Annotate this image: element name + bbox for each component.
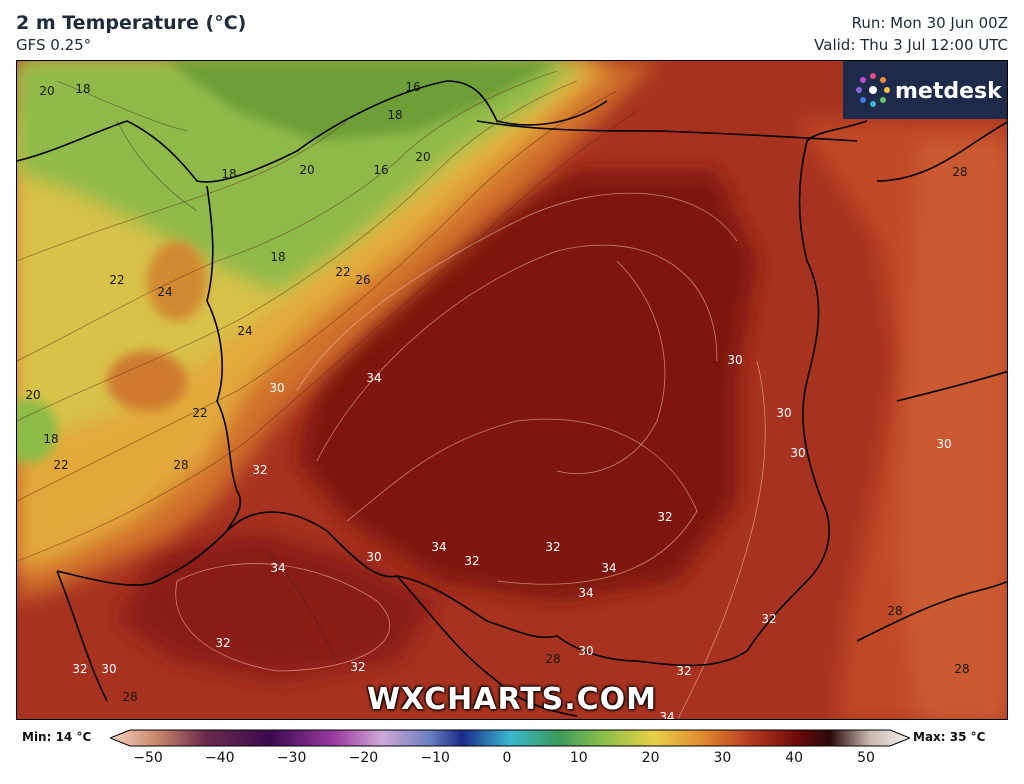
isotherm-label: 28 — [952, 165, 967, 179]
poland-west-border — [206, 185, 242, 532]
temperature-map[interactable]: 20 18 16 18 20 16 20 18 18 22 26 22 24 24 20 18 22 22 28 30… — [16, 60, 1008, 720]
isotherm-label: 34 — [270, 561, 285, 575]
isotherm-label: 22 — [109, 273, 124, 287]
isotherm-label: 22 — [335, 265, 350, 279]
model-label: GFS 0.25° — [16, 36, 92, 54]
isotherm-label: 30 — [366, 550, 381, 564]
isotherm-label: 16 — [373, 163, 388, 177]
isotherm-label: 30 — [269, 381, 284, 395]
colorbar-tick-label: 30 — [713, 750, 732, 766]
isotherm-label: 22 — [53, 458, 68, 472]
metdesk-logo-icon — [856, 73, 890, 107]
baltic-coastline — [17, 80, 608, 183]
max-temperature-label: Max: 35 °C — [913, 730, 986, 744]
wxcharts-watermark: WXCHARTS.COM — [366, 682, 658, 717]
isotherm-label: 34 — [601, 561, 616, 575]
chart-title: 2 m Temperature (°C) — [16, 12, 247, 34]
colorbar-tick-label: −20 — [348, 750, 379, 766]
isotherm-label: 28 — [173, 458, 188, 472]
isotherm-label: 30 — [578, 644, 593, 658]
colorbar-tick-label: 10 — [569, 750, 588, 766]
isotherm-label: 18 — [270, 250, 285, 264]
kaliningrad-border — [476, 120, 858, 142]
colorbar-tick-label: 0 — [502, 750, 512, 766]
slovakia-border — [396, 575, 578, 717]
isotherm-label: 32 — [464, 554, 479, 568]
isotherm-label: 32 — [657, 510, 672, 524]
czech-border — [56, 530, 228, 702]
run-label: Run: Mon 30 Jun 00Z — [851, 14, 1008, 32]
isotherm-label: 34 — [659, 710, 674, 720]
isotherm-label: 32 — [215, 636, 230, 650]
isotherm-label: 34 — [578, 586, 593, 600]
isotherm-lines-dark — [17, 70, 638, 562]
colorbar-scale — [110, 729, 910, 747]
west-green-patch — [17, 399, 57, 463]
colorbar-tick-label: −30 — [276, 750, 307, 766]
far-east-region — [897, 141, 1007, 719]
isotherm-label: 30 — [727, 353, 742, 367]
isotherm-label: 28 — [122, 690, 137, 704]
colorbar-tick-label: −50 — [133, 750, 163, 766]
isotherm-label: 20 — [299, 163, 314, 177]
isotherm-label: 30 — [101, 662, 116, 676]
isotherm-label: 20 — [25, 388, 40, 402]
belarus-border — [876, 121, 1007, 182]
isotherm-label: 32 — [761, 612, 776, 626]
isotherm-lines — [175, 192, 766, 719]
isotherm-label: 32 — [252, 463, 267, 477]
colorbar-tick-label: −40 — [205, 750, 235, 766]
isotherm-label: 24 — [157, 285, 172, 299]
country-borders — [17, 80, 1007, 717]
isotherm-label: 30 — [776, 406, 791, 420]
isotherm-label: 18 — [221, 167, 236, 181]
isotherm-label: 24 — [237, 324, 252, 338]
isotherm-label: 32 — [72, 662, 87, 676]
isotherm-label: 30 — [790, 446, 805, 460]
metdesk-logo-text: metdesk — [895, 79, 1003, 104]
isotherm-label: 22 — [192, 406, 207, 420]
south-hot-region — [117, 531, 437, 681]
colorbar-gradient — [110, 729, 910, 747]
map-canvas: 20 18 161820162018182226222424201822222830… — [17, 61, 1007, 720]
isotherm-label-layer: 20 18 161820162018182226222424201822222830… — [25, 80, 969, 720]
isotherm-label: 16 — [405, 80, 420, 94]
isotherm-label: 20 — [39, 84, 54, 98]
colorbar-tick-label: −10 — [420, 750, 450, 766]
west-orange-patch — [107, 351, 187, 411]
poland-south-border — [226, 511, 748, 667]
ukraine-border — [856, 580, 1007, 642]
colorbar-tick-label: 40 — [785, 750, 804, 766]
colorbar: Min: 14 °C — [0, 726, 1024, 784]
colorbar-tick-label: 50 — [857, 750, 875, 766]
metdesk-logo-box: metdesk — [843, 61, 1007, 119]
isotherm-label: 32 — [676, 664, 691, 678]
isotherm-label: 34 — [431, 540, 446, 554]
belarus-ukraine-border — [896, 370, 1007, 402]
isotherm-label: 32 — [350, 660, 365, 674]
colorbar-tick-label: 20 — [641, 750, 660, 766]
isotherm-label: 18 — [387, 108, 402, 122]
isotherm-label: 30 — [936, 437, 951, 451]
isotherm-label: 28 — [954, 662, 969, 676]
isotherm-label: 28 — [887, 604, 902, 618]
west-orange-patch-2 — [147, 241, 207, 321]
baltic-green-region — [167, 61, 557, 141]
isotherm-label: 34 — [366, 371, 381, 385]
isotherm-label: 28 — [545, 652, 560, 666]
valid-label: Valid: Thu 3 Jul 12:00 UTC — [814, 36, 1008, 54]
isotherm-label: 18 — [75, 82, 90, 96]
poland-east-border — [746, 120, 868, 652]
min-temperature-label: Min: 14 °C — [22, 730, 92, 744]
isotherm-label: 20 — [415, 150, 430, 164]
region-borders — [56, 80, 338, 662]
isotherm-label: 26 — [355, 273, 370, 287]
isotherm-label: 18 — [43, 432, 58, 446]
isotherm-label: 32 — [545, 540, 560, 554]
